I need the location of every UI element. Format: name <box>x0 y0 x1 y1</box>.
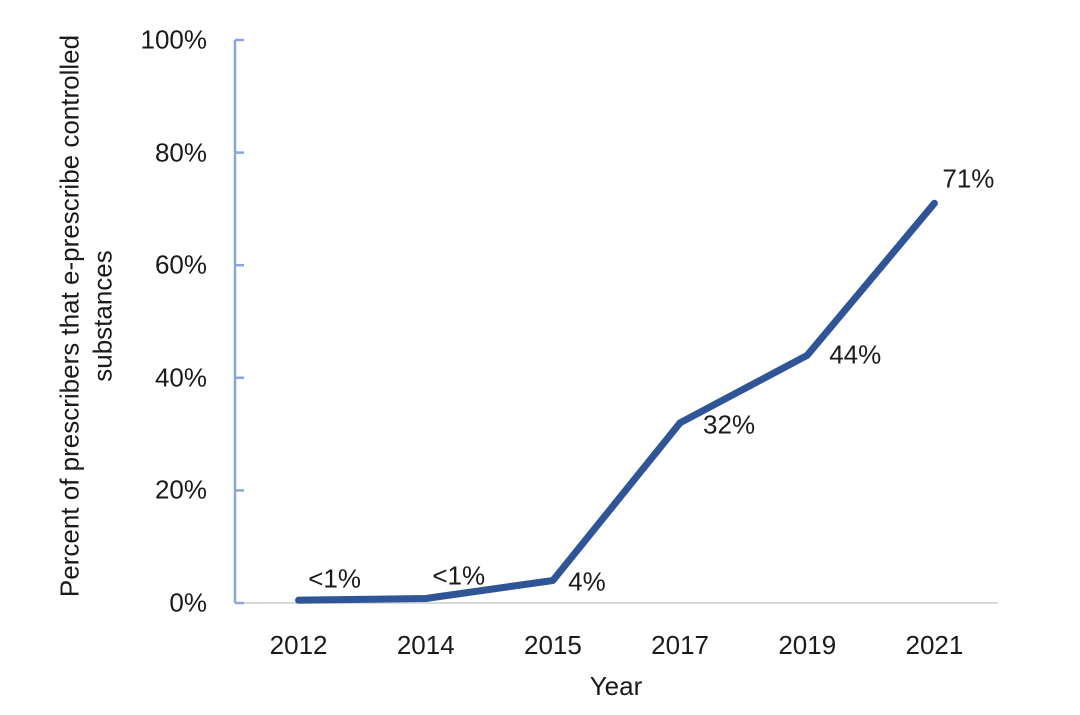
x-tick-label: 2015 <box>523 630 582 660</box>
y-axis-title-line2: substances <box>87 250 117 382</box>
y-tick-label: 100% <box>140 24 208 55</box>
y-tick-label: 40% <box>154 362 207 393</box>
data-label: 71% <box>942 163 995 194</box>
y-tick-label: 80% <box>154 137 207 168</box>
data-label: 44% <box>829 339 882 370</box>
y-tick-label: 60% <box>154 249 207 280</box>
y-tick-label: 20% <box>154 474 207 505</box>
x-axis-title: Year <box>589 671 643 701</box>
x-tick-label: 2021 <box>905 630 964 660</box>
data-label: 32% <box>703 409 756 440</box>
data-label: <1% <box>432 560 486 591</box>
y-tick-label: 0% <box>169 587 207 618</box>
y-axis-title: Percent of prescribers that e-prescribe … <box>54 0 119 636</box>
x-tick-label: 2017 <box>651 630 709 660</box>
x-tick-label: 2014 <box>396 630 455 660</box>
x-tick-label: 2012 <box>269 630 328 660</box>
data-label: <1% <box>308 563 361 594</box>
x-tick-label: 2019 <box>778 630 837 660</box>
y-axis-title-line1: Percent of prescribers that e-prescribe … <box>54 34 85 598</box>
data-label: 4% <box>568 566 606 597</box>
